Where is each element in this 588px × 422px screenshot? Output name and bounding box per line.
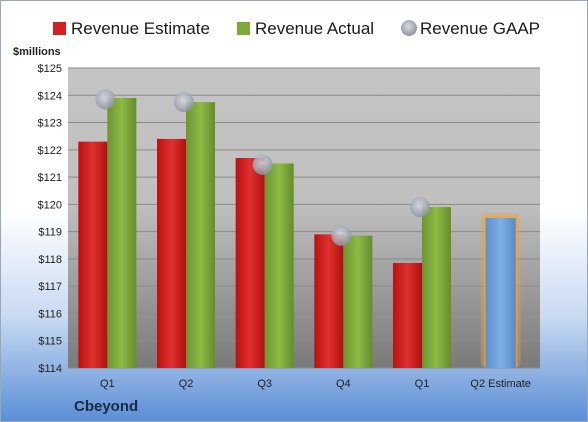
legend-label: Revenue Actual [255,19,374,38]
y-tick-label: $115 [38,336,62,348]
plot-area [68,68,540,368]
y-tick-label: $121 [38,172,62,184]
gaap-marker [252,154,273,175]
legend-swatch [237,22,250,35]
gaap-marker [174,92,194,113]
y-unit-label: $millions [13,46,61,58]
bar-revenue-actual [264,163,294,368]
y-tick-label: $120 [38,199,62,211]
y-tick-label: $117 [38,281,62,293]
gaap-marker [410,197,430,218]
y-tick-labels: $114 $115 $116 $117 $118 $119 $120 $121 $122 $123… [38,63,62,375]
bar-revenue-estimate [235,158,265,368]
legend-swatch [53,22,66,35]
y-tick-label: $119 [38,227,62,239]
gaap-marker [331,225,352,246]
bar-revenue-actual [422,207,451,368]
y-tick-label: $123 [38,118,62,130]
bar-revenue-actual [343,235,373,368]
bars [78,98,521,368]
bar-revenue-estimate [78,141,108,368]
grid-lines [68,67,540,369]
y-tick-label: $125 [38,63,62,75]
legend-label: Revenue GAAP [420,19,540,38]
x-tick-label: Q4 [336,378,351,390]
legend-label: Revenue Estimate [71,19,210,38]
y-tick-label: $114 [38,363,62,375]
x-tick-label: Q2 [179,378,194,390]
bar-revenue-estimate [157,138,186,368]
x-tick-label: Q1 [415,378,430,390]
legend: Revenue Estimate Revenue Actual Revenue GA… [53,19,540,38]
legend-swatch [401,20,417,36]
gaap-marker [95,89,116,110]
y-tick-label: $116 [38,308,62,320]
bar-revenue-actual [186,102,215,368]
bar-q2-estimate [485,218,516,368]
company-name: Cbeyond [74,398,139,415]
x-tick-label: Q2 Estimate [470,378,531,390]
bar-revenue-estimate [314,234,344,368]
y-tick-label: $118 [38,254,62,266]
gaap-markers [95,89,430,246]
x-tick-label: Q3 [257,378,272,390]
x-tick-labels: Q1 Q2 Q3 Q4 Q1 Q2 Estimate [100,378,531,390]
x-tick-label: Q1 [100,378,115,390]
bar-revenue-estimate [393,263,422,368]
bar-revenue-actual [107,98,137,368]
y-tick-label: $124 [38,90,62,102]
y-tick-label: $122 [38,145,62,157]
